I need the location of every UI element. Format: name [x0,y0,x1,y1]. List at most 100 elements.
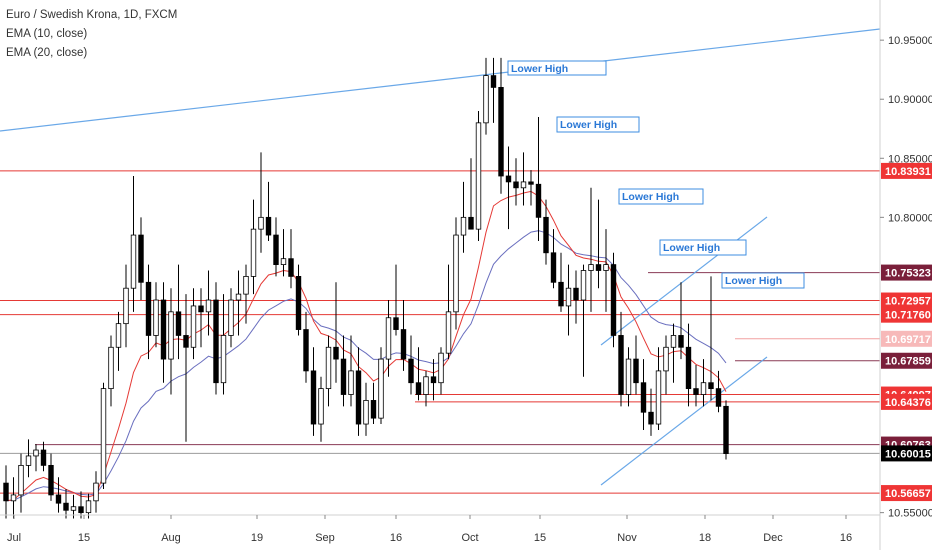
candle [145,264,152,360]
candle-body [678,335,684,348]
candle [640,359,647,430]
candle-body [700,382,707,395]
candle [678,282,684,360]
candle [355,347,362,436]
candle-body [93,482,99,502]
candle-body [108,346,114,390]
candle-body [385,317,392,360]
candle [48,453,54,501]
price-label-box [881,393,932,410]
candle-body [460,216,467,236]
candle [280,229,287,277]
price-label-text: 10.60015 [885,448,931,460]
candle [303,311,309,383]
candle-body [78,506,84,514]
candle [588,187,594,312]
candle [723,400,729,460]
annotation-text: Lower High [560,119,617,131]
candle [363,382,369,436]
price-label-text: 10.56657 [885,488,931,500]
price-label-text: 10.67859 [885,356,931,368]
candle [100,382,107,490]
symbol-title: Euro / Swedish Krona, 1D, FXCM [6,9,178,21]
candle [213,282,219,395]
candle [78,491,84,519]
candle-body [423,376,429,395]
candle [168,288,174,395]
candle-body [685,346,692,390]
price-label-box [881,485,932,502]
candle [663,335,669,395]
candle-body [708,382,714,390]
time-tick-label: 16 [390,532,402,544]
candle-body [625,358,632,395]
candle [618,311,624,407]
candle-body [85,500,92,514]
candle-body [565,287,572,307]
price-label-text: 10.83931 [885,166,931,178]
price-label: 10.64376 [881,393,932,410]
candle-body [618,335,624,395]
candle-body [130,234,137,289]
annotation-box [507,60,607,76]
candle [220,294,227,395]
candle [393,264,399,336]
price-label-text: 10.69717 [885,334,931,346]
annotation-box [618,188,704,205]
price-tick-label: 10.55000 [888,508,932,520]
candle [250,199,257,295]
time-tick-label: Oct [461,532,478,544]
price-label: 10.67859 [881,352,932,369]
price-tick-label: 10.90000 [888,94,932,106]
candle-body [303,329,309,372]
upper-trendline [0,28,881,132]
candle [708,276,714,401]
candle-body [10,494,17,502]
candle-body [430,376,437,384]
candle [310,347,317,436]
price-label-box [881,306,932,323]
candle [175,264,182,360]
candle-body [693,388,699,395]
candle [513,158,519,206]
price-label: 10.75323 [881,264,932,281]
candle [10,477,17,519]
candle [130,175,137,312]
price-label: 10.69717 [881,330,932,347]
candle-body [348,370,354,395]
candle-body [220,335,227,384]
lower-high-annotation: Lower High [618,188,704,205]
candle-body [550,252,557,283]
candle [205,270,212,336]
candle-body [250,228,257,277]
candle [258,152,264,253]
candle [123,264,129,348]
candle [453,217,459,330]
candle-body [475,122,482,230]
annotation-box [556,116,640,133]
candle [93,471,99,513]
candle [408,335,414,395]
candle [475,111,482,241]
candle [603,229,609,312]
candle [633,335,639,395]
lower-high-annotation: Lower High [659,239,747,256]
candle-body [138,234,144,283]
candle [543,199,549,265]
candle-body [445,311,452,354]
price-label: 10.72957 [881,292,932,309]
candle-body [63,502,69,511]
channel-lower-line [600,356,768,486]
candle-body [543,216,549,254]
candle-body [333,346,339,360]
candle-body [100,388,107,484]
annotation-box [659,239,747,256]
candle-body [280,258,287,265]
candle-body [265,216,272,236]
candle-body [633,358,639,384]
candle-body [610,264,617,336]
candle-body [205,299,212,313]
candle [685,323,692,407]
candle-body [520,181,527,189]
